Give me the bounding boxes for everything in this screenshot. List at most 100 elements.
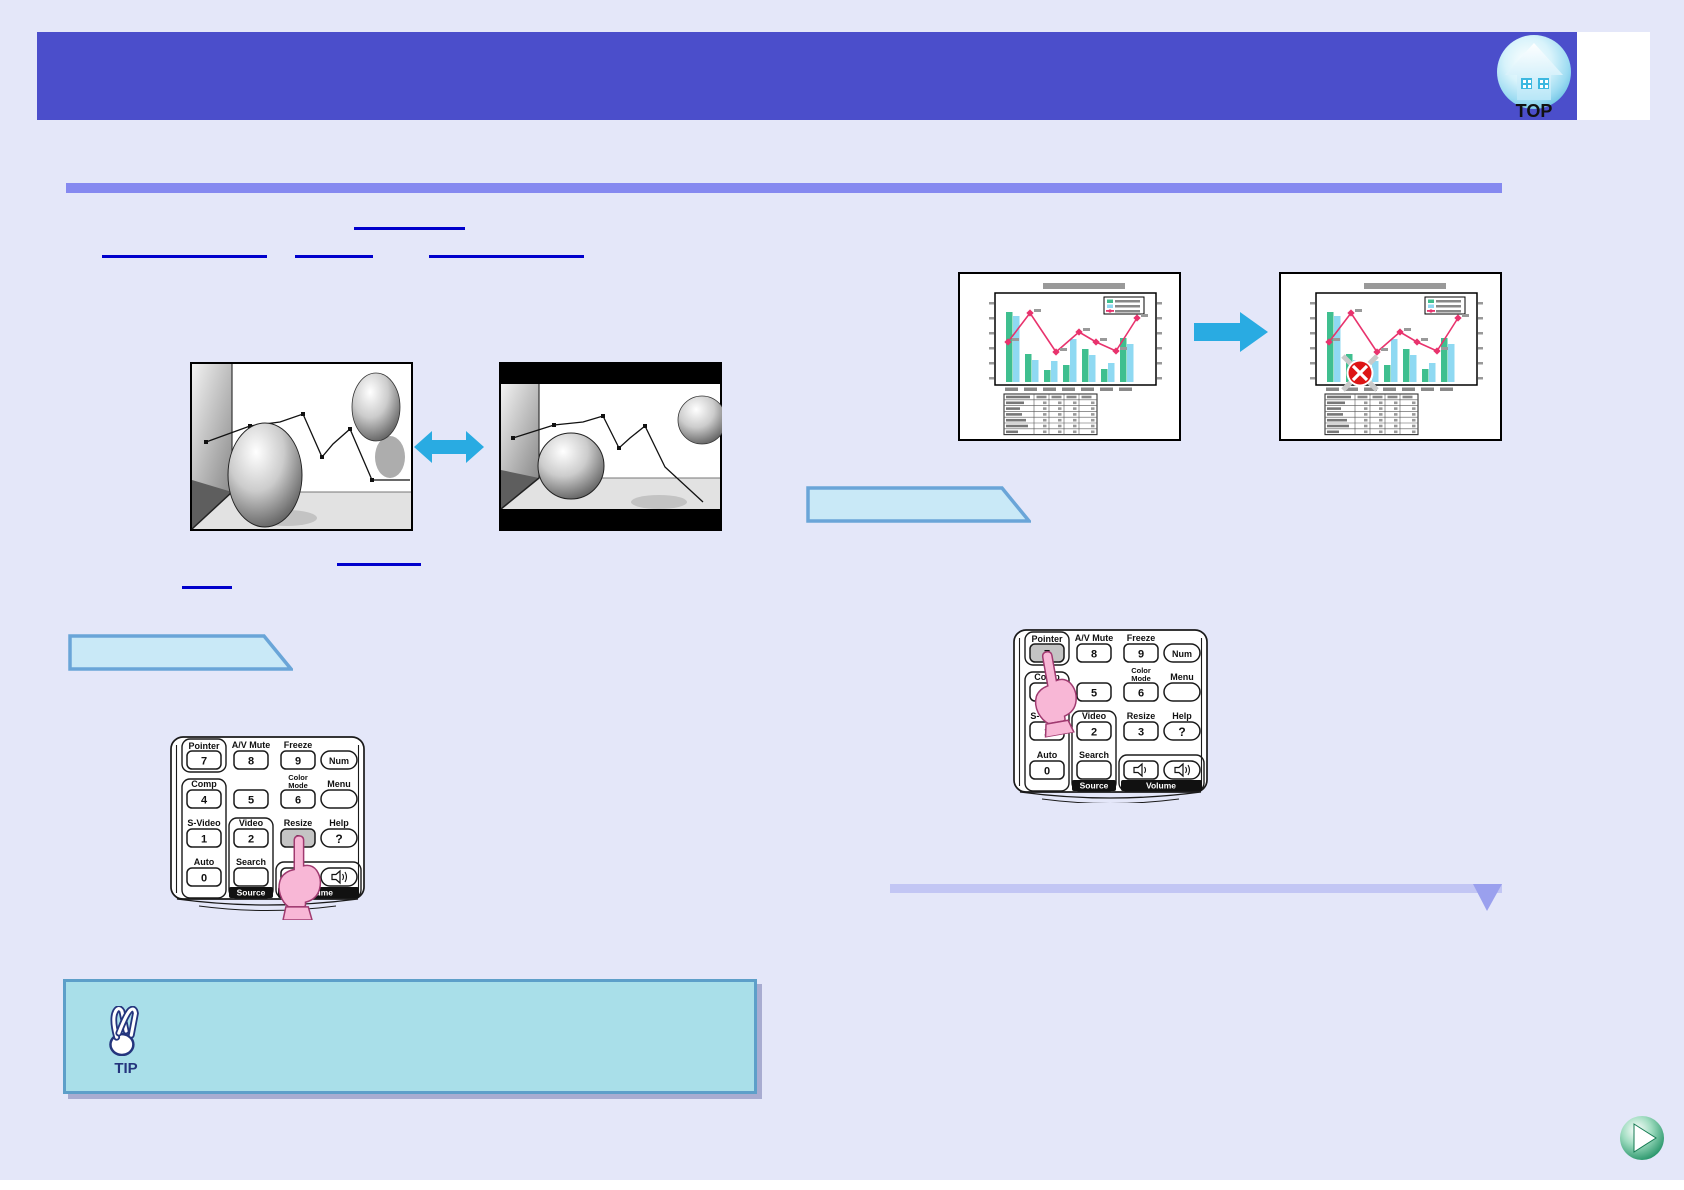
remote-label-avmute: A/V Mute <box>232 740 271 750</box>
slide-chart-generated <box>989 302 1162 436</box>
svg-text:9: 9 <box>1138 649 1144 661</box>
pointing-hand-icon <box>1034 651 1077 739</box>
top-home-icon[interactable]: TOP <box>1494 34 1574 121</box>
remote-key-3: 3 <box>1123 721 1159 741</box>
remote-key-4: 4 <box>186 789 222 809</box>
svg-text:6: 6 <box>1138 688 1144 700</box>
procedure-heading-right <box>806 486 1031 523</box>
remote-key-8: 8 <box>233 750 269 770</box>
remote-key-blank <box>233 867 269 887</box>
svg-text:3: 3 <box>1138 727 1144 739</box>
slide-chart-legend <box>1103 296 1145 315</box>
speaker-loud-icon <box>331 869 348 885</box>
remote-key-6: 6 <box>1123 682 1159 702</box>
small-sphere <box>677 395 722 445</box>
top-button-label: TOP <box>1516 101 1553 120</box>
remote-label-freeze: Freeze <box>1127 633 1156 643</box>
double-arrow-icon <box>414 431 484 463</box>
presentation-slide-with-pointer-image <box>1279 272 1502 441</box>
svg-text:0: 0 <box>201 873 207 885</box>
remote-key-blank: ? <box>320 828 358 848</box>
aspect-43-scene-image <box>190 362 413 531</box>
next-arrow-icon <box>1633 1123 1657 1153</box>
remote-key-blank <box>1163 682 1201 702</box>
remote-label-color: Color <box>1131 666 1151 675</box>
procedure-heading-left <box>68 634 293 671</box>
big-sphere <box>537 432 605 500</box>
pointer-x-icon <box>1341 354 1379 392</box>
remote-label-search: Search <box>1079 750 1109 760</box>
remote-label-resize: Resize <box>284 818 313 828</box>
remote-label-pointer: Pointer <box>1031 634 1063 644</box>
svg-text:Num: Num <box>329 756 349 766</box>
top-home-button[interactable]: TOP <box>1494 34 1574 121</box>
right-arrow-icon <box>1194 312 1268 352</box>
remote-key-blank: Num <box>1163 643 1201 663</box>
svg-text:?: ? <box>1178 725 1185 739</box>
svg-text:8: 8 <box>248 756 254 768</box>
aspect-169-scene-image <box>499 362 722 531</box>
svg-text:0: 0 <box>1044 766 1050 778</box>
letterbox-bottom <box>501 509 720 529</box>
remote-label-pointer: Pointer <box>188 741 220 751</box>
remote-key-5: 5 <box>233 789 269 809</box>
header-banner <box>37 32 1577 120</box>
page-bottom-strip <box>0 1180 1684 1190</box>
remote-key-0: 0 <box>1029 760 1065 780</box>
remote-key-7: 7 <box>186 750 222 770</box>
remote-label-menu: Menu <box>327 779 351 789</box>
remote-key-blank: Num <box>320 750 358 770</box>
link-underline[interactable] <box>429 255 584 258</box>
speaker-quiet-icon <box>1133 762 1147 778</box>
link-underline[interactable] <box>354 227 465 230</box>
big-sphere <box>227 422 303 528</box>
small-sphere <box>351 372 401 442</box>
svg-text:5: 5 <box>1091 688 1097 700</box>
slide-title-bar <box>1043 283 1125 289</box>
section-end-triangle <box>1473 884 1502 911</box>
svg-text:7: 7 <box>201 756 207 768</box>
header-corner-box <box>1577 32 1650 120</box>
link-underline[interactable] <box>182 586 232 589</box>
chart-line-dots <box>204 412 374 482</box>
remote-key-9: 9 <box>1123 643 1159 663</box>
speaker-loud-icon <box>1174 762 1191 778</box>
remote-key-blank: ? <box>1163 721 1201 741</box>
remote-source-label: Source <box>237 888 266 898</box>
remote-key-8: 8 <box>1076 643 1112 663</box>
remote-key-1: 1 <box>186 828 222 848</box>
tip-box: TIP <box>63 979 757 1094</box>
remote-label-resize: Resize <box>1127 711 1156 721</box>
remote-key-0: 0 <box>186 867 222 887</box>
next-page-button[interactable] <box>1619 1115 1665 1161</box>
link-underline[interactable] <box>295 255 373 258</box>
remote-source-label: Source <box>1080 781 1109 791</box>
remote-label-menu: Menu <box>1170 672 1194 682</box>
slide-chart-legend <box>1424 296 1466 315</box>
svg-text:4: 4 <box>201 795 208 807</box>
remote-label-color: Color <box>288 773 308 782</box>
link-underline[interactable] <box>337 563 421 566</box>
remote-key-blank <box>320 789 358 809</box>
remote-label-video: Video <box>1082 711 1107 721</box>
remote-label-search: Search <box>236 857 266 867</box>
remote-label-help: Help <box>1172 711 1192 721</box>
remote-key-9: 9 <box>280 750 316 770</box>
remote-label-auto: Auto <box>1037 750 1058 760</box>
pointing-hand-icon <box>278 835 322 920</box>
remote-label-freeze: Freeze <box>284 740 313 750</box>
svg-text:6: 6 <box>295 795 301 807</box>
remote-key-5: 5 <box>1076 682 1112 702</box>
letterbox-top <box>501 364 720 384</box>
remote-label-mode: Mode <box>288 781 308 790</box>
remote-label-video: Video <box>239 818 264 828</box>
house-windows <box>1521 78 1549 89</box>
remote-volume-label: Volume <box>1146 781 1176 791</box>
remote-key-2: 2 <box>1076 721 1112 741</box>
svg-text:Num: Num <box>1172 649 1192 659</box>
remote-key-2: 2 <box>233 828 269 848</box>
svg-text:9: 9 <box>295 756 301 768</box>
link-underline[interactable] <box>102 255 267 258</box>
